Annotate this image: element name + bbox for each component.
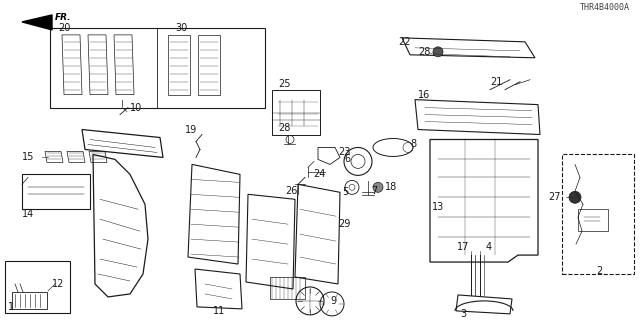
Bar — [270, 277, 305, 299]
Text: 20: 20 — [58, 23, 70, 33]
Text: 21: 21 — [490, 77, 502, 87]
Text: 16: 16 — [418, 90, 430, 100]
Text: 4: 4 — [486, 242, 492, 252]
Text: 25: 25 — [278, 79, 291, 89]
Text: 3: 3 — [460, 309, 466, 319]
Bar — [50, 28, 265, 108]
Text: 28: 28 — [418, 47, 430, 57]
Text: 12: 12 — [52, 279, 65, 289]
Text: 6: 6 — [344, 155, 350, 164]
Text: 18: 18 — [385, 182, 397, 192]
Text: 10: 10 — [130, 103, 142, 113]
Text: 19: 19 — [185, 124, 197, 134]
Text: 7: 7 — [371, 186, 377, 196]
Bar — [5, 261, 70, 313]
Polygon shape — [22, 15, 52, 30]
Text: 5: 5 — [342, 187, 348, 197]
Text: 8: 8 — [410, 140, 416, 149]
Circle shape — [373, 182, 383, 192]
Text: 28: 28 — [278, 123, 291, 132]
Bar — [562, 155, 634, 274]
Text: 24: 24 — [313, 169, 325, 180]
Text: 23: 23 — [338, 148, 350, 157]
Text: 27: 27 — [548, 192, 561, 202]
Text: 26: 26 — [285, 186, 298, 196]
Text: 2: 2 — [596, 266, 602, 276]
Text: 29: 29 — [338, 219, 350, 229]
Text: 15: 15 — [22, 152, 35, 163]
Text: 1: 1 — [8, 302, 14, 312]
Text: 14: 14 — [22, 209, 35, 219]
Text: 11: 11 — [213, 306, 225, 316]
Circle shape — [433, 47, 443, 57]
Text: 9: 9 — [330, 296, 336, 306]
Circle shape — [569, 191, 581, 203]
Text: THR4B4000A: THR4B4000A — [580, 4, 630, 12]
Text: 13: 13 — [432, 202, 444, 212]
Text: 30: 30 — [175, 23, 188, 33]
Bar — [578, 209, 608, 231]
Text: FR.: FR. — [55, 13, 72, 22]
Text: 22: 22 — [398, 37, 410, 47]
Text: 17: 17 — [457, 242, 469, 252]
